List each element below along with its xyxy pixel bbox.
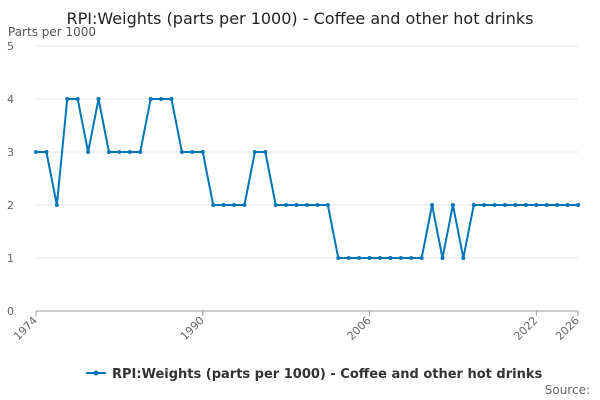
- y-axis-label: Parts per 1000: [8, 25, 96, 39]
- data-point-1977: [65, 97, 70, 101]
- data-point-2003: [336, 256, 341, 260]
- data-point-2008: [388, 256, 393, 260]
- data-point-1995: [252, 150, 257, 154]
- data-point-1986: [159, 97, 164, 101]
- data-point-1996: [263, 150, 268, 154]
- data-point-2012: [430, 203, 435, 207]
- data-point-2025: [565, 203, 570, 207]
- y-tick-label-3: 3: [7, 146, 14, 159]
- data-point-1990: [200, 150, 205, 154]
- data-point-1987: [169, 97, 174, 101]
- data-point-1980: [96, 97, 101, 101]
- data-point-2010: [409, 256, 414, 260]
- data-point-2013: [440, 256, 445, 260]
- data-point-1985: [148, 97, 153, 101]
- y-tick-label-4: 4: [7, 93, 14, 106]
- data-point-1983: [127, 150, 132, 154]
- data-point-2001: [315, 203, 320, 207]
- x-tick-label-1974: 1974: [11, 314, 40, 343]
- x-tick-label-2022: 2022: [511, 314, 540, 343]
- data-point-2020: [513, 203, 518, 207]
- legend-marker: [93, 370, 99, 376]
- legend[interactable]: RPI:Weights (parts per 1000) - Coffee an…: [86, 367, 542, 382]
- data-point-2018: [492, 203, 497, 207]
- data-point-1981: [106, 150, 111, 154]
- x-tick-label-2006: 2006: [345, 314, 374, 343]
- data-point-2007: [377, 256, 382, 260]
- data-point-1984: [138, 150, 143, 154]
- data-point-2006: [367, 256, 372, 260]
- data-point-2004: [346, 256, 351, 260]
- data-point-2021: [523, 203, 528, 207]
- y-tick-label-0: 0: [7, 305, 14, 318]
- data-point-2014: [450, 203, 455, 207]
- data-point-2024: [555, 203, 560, 207]
- data-point-1982: [117, 150, 122, 154]
- data-point-2000: [305, 203, 309, 207]
- y-tick-labels: 0 1 2 3 4 5: [7, 40, 14, 318]
- data-point-1998: [284, 203, 289, 207]
- data-point-1991: [211, 203, 216, 207]
- data-point-1974: [34, 150, 38, 154]
- data-point-2019: [503, 203, 508, 207]
- series-line-0: [36, 98, 578, 259]
- axes: [35, 310, 579, 316]
- y-tick-label-5: 5: [7, 40, 14, 53]
- y-tick-label-1: 1: [7, 252, 14, 265]
- x-tick-label-2026: 2026: [553, 314, 582, 343]
- x-tick-label-1990: 1990: [178, 314, 207, 343]
- data-point-2023: [544, 203, 549, 207]
- data-point-1975: [44, 150, 49, 154]
- source-label: Source:: [545, 383, 590, 397]
- data-point-1988: [179, 150, 184, 154]
- data-point-2015: [461, 256, 466, 260]
- data-point-2017: [482, 203, 487, 207]
- data-point-2002: [325, 203, 330, 207]
- data-point-1993: [232, 203, 237, 207]
- data-point-1997: [273, 203, 278, 207]
- chart-title: RPI:Weights (parts per 1000) - Coffee an…: [67, 9, 534, 28]
- data-point-2026: [576, 203, 580, 207]
- data-point-2016: [471, 203, 476, 207]
- data-point-2005: [357, 256, 362, 260]
- y-tick-label-2: 2: [7, 199, 14, 212]
- x-tick-labels: 1974 1990 2006 2022 2026: [11, 314, 582, 343]
- series-group: [34, 97, 580, 260]
- data-point-1992: [221, 203, 226, 207]
- data-point-1978: [75, 97, 80, 101]
- legend-label: RPI:Weights (parts per 1000) - Coffee an…: [112, 367, 542, 382]
- data-point-1999: [294, 203, 299, 207]
- data-point-2011: [419, 256, 424, 260]
- data-point-2022: [534, 203, 539, 207]
- data-point-1976: [54, 203, 59, 207]
- data-point-2009: [398, 256, 403, 260]
- data-point-1979: [86, 150, 91, 154]
- data-point-1989: [190, 150, 195, 154]
- data-point-1994: [242, 203, 247, 207]
